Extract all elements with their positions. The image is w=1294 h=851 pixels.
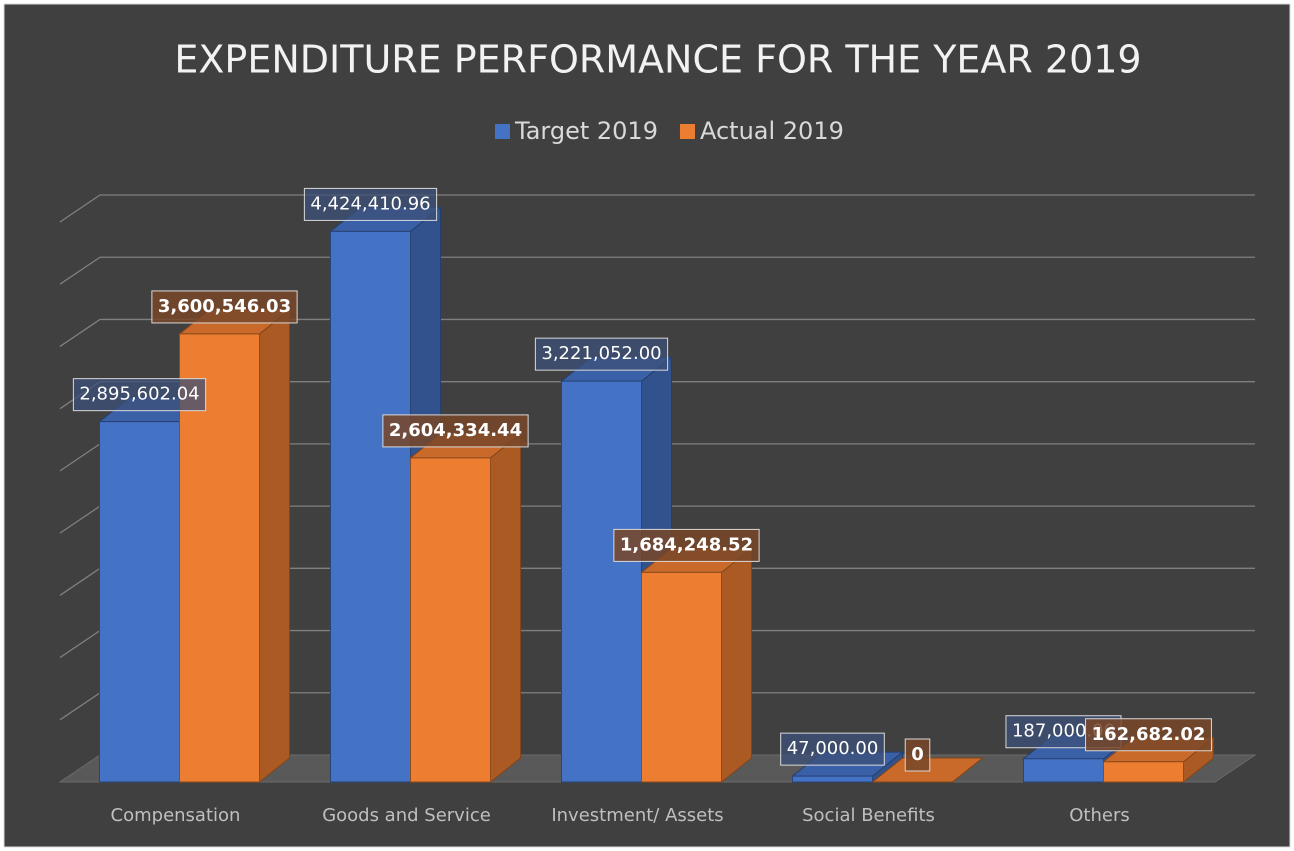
bar [1103,761,1184,783]
bar [1023,758,1104,783]
data-label-box [1085,718,1212,752]
data-label: 3,221,052.00 [534,337,669,371]
legend-swatch [679,124,695,139]
legend-label: Actual 2019 [700,117,844,145]
bar [641,571,722,783]
data-label-box [382,414,529,448]
data-label-text: 2,604,334.44 [389,420,522,441]
data-label-box [72,378,207,412]
data-label-box [534,337,669,371]
bar [792,775,873,783]
chart-title: EXPENDITURE PERFORMANCE FOR THE YEAR 201… [174,38,1141,82]
legend-label: Target 2019 [514,117,658,145]
bar [99,421,180,783]
data-label-text: 162,682.02 [1092,724,1206,745]
bar-group [409,432,522,784]
data-label: 0 [904,738,931,772]
bar-group [640,547,753,784]
grid-line [59,256,1255,285]
bar-side [721,547,752,784]
data-label-box [151,290,298,324]
data-label-text: 3,221,052.00 [541,343,661,364]
data-label: 2,604,334.44 [382,414,529,448]
bar-side [490,432,521,784]
x-tick-label: Others [1069,805,1130,826]
data-label-text: 47,000.00 [787,738,879,759]
x-tick-label: Goods and Service [322,805,491,826]
data-label-text: 0 [911,744,924,765]
data-label-text: 4,424,410.96 [310,193,430,214]
data-label-box [780,732,885,766]
data-label-box [303,187,438,221]
data-label: 47,000.00 [780,732,885,766]
data-label-text: 2,895,602.04 [79,384,199,405]
bar [330,230,411,783]
data-label-text: 1,684,248.52 [620,534,753,555]
data-label-text: 3,600,546.03 [158,296,291,317]
grid-line [59,318,1255,347]
bar [410,457,491,783]
data-label: 162,682.02 [1085,718,1212,752]
legend: Target 2019 Actual 2019 [495,117,844,145]
data-label-box [613,528,760,562]
x-tick-label: Social Benefits [802,805,935,826]
data-label: 2,895,602.04 [72,378,207,412]
x-tick-label: Investment/ Assets [551,805,723,826]
x-tick-label: Compensation [111,805,241,826]
data-label: 4,424,410.96 [303,187,438,221]
bar-side [259,308,290,784]
data-label: 3,600,546.03 [151,290,298,324]
data-label-box [904,738,931,772]
legend-swatch [495,124,510,139]
bar [561,380,642,783]
data-label: 1,684,248.52 [613,528,760,562]
grid-line [59,194,1255,223]
